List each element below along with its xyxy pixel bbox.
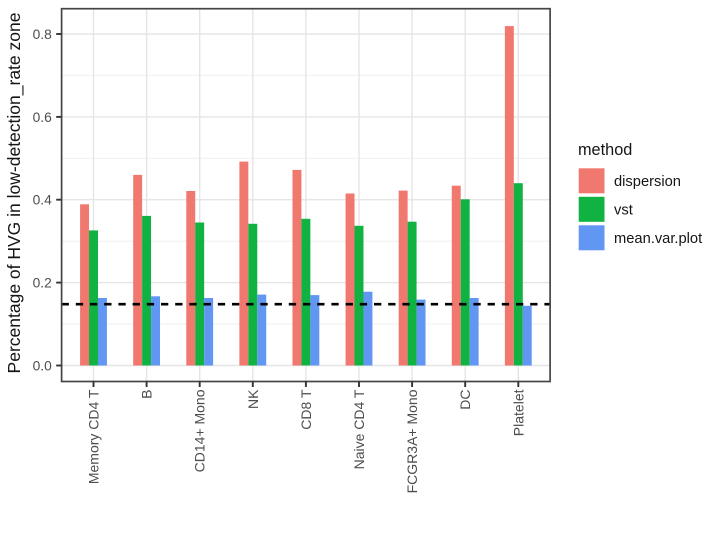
svg-text:CD8 T: CD8 T	[298, 389, 314, 430]
svg-text:0.6: 0.6	[33, 110, 53, 125]
svg-text:B: B	[139, 390, 155, 399]
svg-text:dispersion: dispersion	[614, 174, 681, 190]
svg-text:CD14+ Mono: CD14+ Mono	[192, 389, 208, 472]
svg-text:method: method	[578, 141, 632, 159]
svg-text:NK: NK	[245, 389, 261, 409]
svg-text:mean.var.plot: mean.var.plot	[614, 231, 702, 247]
svg-text:vst: vst	[614, 202, 633, 218]
svg-text:FCGR3A+ Mono: FCGR3A+ Mono	[404, 389, 420, 493]
svg-text:0.0: 0.0	[33, 358, 53, 373]
svg-text:0.8: 0.8	[33, 27, 53, 42]
svg-text:0.2: 0.2	[33, 276, 52, 291]
svg-text:Naive CD4 T: Naive CD4 T	[351, 389, 367, 469]
svg-text:Platelet: Platelet	[510, 389, 526, 436]
svg-text:0.4: 0.4	[33, 193, 53, 208]
svg-text:DC: DC	[457, 390, 473, 410]
svg-text:Memory CD4 T: Memory CD4 T	[86, 389, 102, 484]
svg-text:Percentage of HVG in low-detec: Percentage of HVG in low-detection_rate …	[4, 13, 25, 374]
